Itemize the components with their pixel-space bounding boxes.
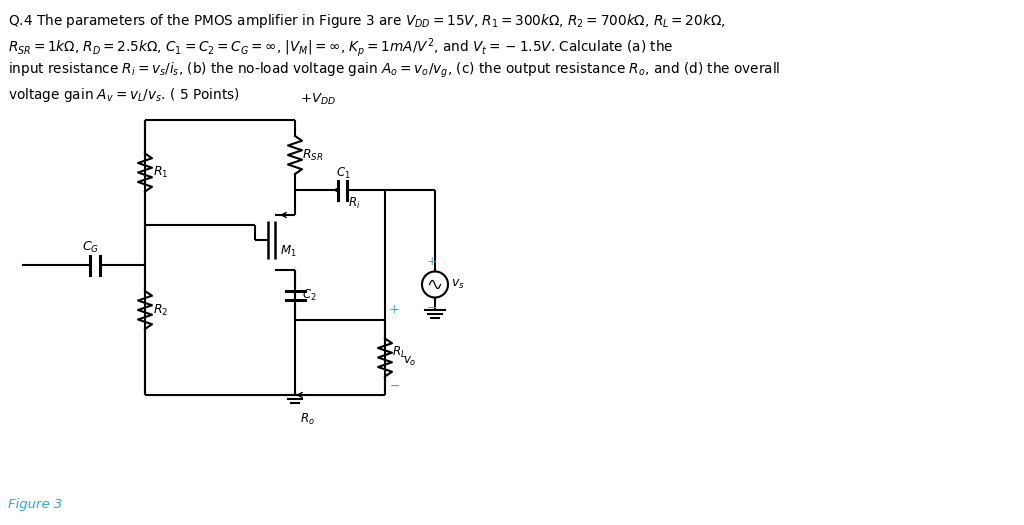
Text: $C_2$: $C_2$ bbox=[302, 288, 316, 302]
Text: $M_1$: $M_1$ bbox=[280, 244, 297, 259]
Text: $-$: $-$ bbox=[389, 379, 400, 392]
Text: $v_o$: $v_o$ bbox=[403, 355, 417, 368]
Text: $R_{SR} = 1k\Omega$, $R_D = 2.5k\Omega$, $C_1 = C_2 = C_G = \infty$, $|V_M| = \i: $R_{SR} = 1k\Omega$, $R_D = 2.5k\Omega$,… bbox=[8, 37, 674, 59]
Text: $-$: $-$ bbox=[426, 300, 437, 313]
Text: $v_s$: $v_s$ bbox=[451, 278, 465, 291]
Text: input resistance $R_i = v_s/i_s$, (b) the no-load voltage gain $A_o = v_o/v_g$, : input resistance $R_i = v_s/i_s$, (b) th… bbox=[8, 61, 780, 80]
Text: $C_1$: $C_1$ bbox=[336, 166, 350, 181]
Text: Figure 3: Figure 3 bbox=[8, 498, 62, 511]
Text: $R_2$: $R_2$ bbox=[153, 302, 168, 318]
Text: Q.4 The parameters of the PMOS amplifier in Figure 3 are $V_{DD} = 15V$, $R_1 = : Q.4 The parameters of the PMOS amplifier… bbox=[8, 12, 726, 30]
Text: $R_1$: $R_1$ bbox=[153, 165, 168, 180]
Text: $R_o$: $R_o$ bbox=[300, 412, 314, 427]
Text: $R_i$: $R_i$ bbox=[348, 196, 360, 211]
Text: $R_{SR}$: $R_{SR}$ bbox=[302, 148, 324, 163]
Text: $+V_{DD}$: $+V_{DD}$ bbox=[300, 92, 336, 107]
Text: $R_L$: $R_L$ bbox=[392, 345, 407, 360]
Text: voltage gain $A_v = v_L/v_s$. ( 5 Points): voltage gain $A_v = v_L/v_s$. ( 5 Points… bbox=[8, 86, 240, 103]
Text: +: + bbox=[389, 303, 399, 316]
Text: +: + bbox=[427, 256, 437, 268]
Text: $C_G$: $C_G$ bbox=[83, 240, 99, 255]
